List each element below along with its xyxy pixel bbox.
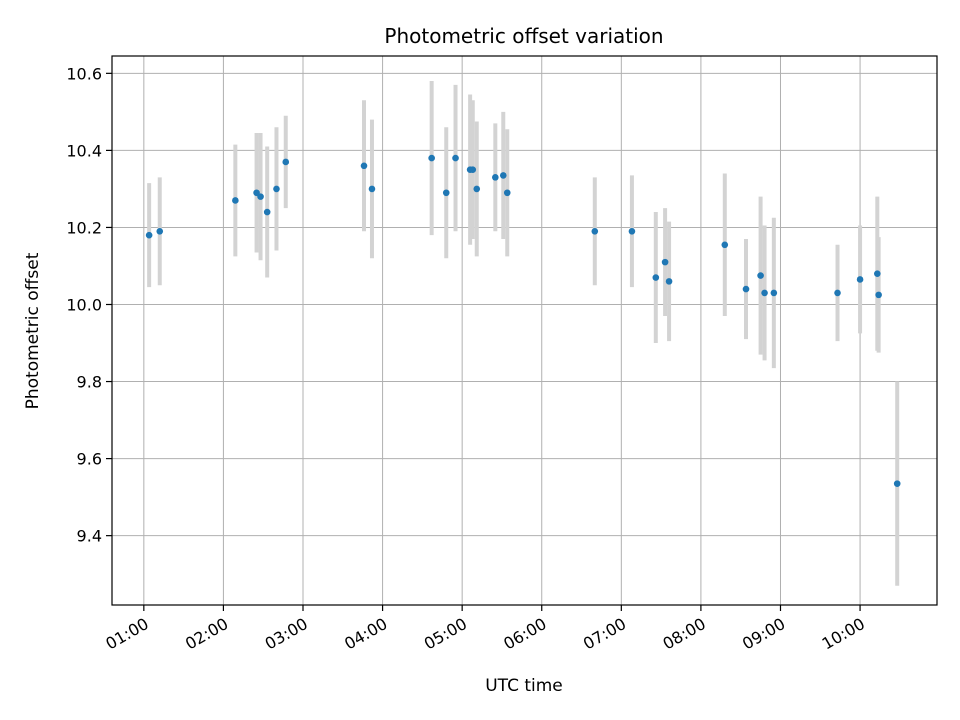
data-point [770, 289, 778, 297]
data-point [757, 272, 764, 279]
data-point [742, 285, 750, 293]
data-point [257, 193, 264, 200]
data-point [368, 185, 376, 193]
data-point [360, 162, 368, 170]
data-point [492, 174, 499, 181]
data-point [665, 278, 673, 285]
y-tick-label: 10.0 [66, 295, 102, 314]
data-point [856, 276, 864, 283]
y-tick-label: 10.4 [66, 141, 102, 160]
data-point [442, 189, 450, 197]
y-tick-label: 9.8 [77, 373, 102, 392]
data-point [263, 208, 271, 216]
data-point [834, 289, 841, 297]
data-point [499, 172, 507, 179]
chart-title: Photometric offset variation [384, 24, 663, 48]
data-point [452, 154, 459, 162]
data-point [503, 189, 511, 197]
x-tick-label: 08:00 [659, 614, 708, 654]
data-point [875, 291, 882, 299]
y-tick-label: 10.2 [66, 218, 102, 237]
data-point [761, 289, 768, 297]
data-points [145, 154, 901, 487]
plot-frame [111, 55, 938, 606]
x-tick-label: 09:00 [739, 614, 788, 654]
y-axis-ticks: 9.4 9.6 9.8 10.0 10.2 10.4 10.6 [66, 64, 112, 546]
y-tick-label: 10.6 [66, 64, 102, 83]
x-tick-label: 07:00 [580, 614, 629, 654]
data-point [628, 227, 636, 235]
data-point [652, 274, 660, 281]
data-point [428, 154, 435, 162]
data-point [661, 258, 669, 266]
data-point [473, 185, 481, 193]
data-point [232, 197, 239, 204]
x-tick-label: 05:00 [421, 614, 470, 654]
x-tick-label: 01:00 [102, 614, 151, 654]
x-tick-label: 02:00 [182, 614, 231, 654]
data-point [469, 166, 477, 173]
data-point [721, 241, 729, 249]
y-axis-label: Photometric offset [23, 252, 43, 409]
data-point [874, 270, 881, 277]
y-tick-label: 9.6 [77, 450, 102, 469]
data-point [156, 227, 164, 235]
x-tick-label: 03:00 [262, 614, 311, 654]
data-point [893, 480, 901, 487]
data-point [273, 185, 280, 193]
data-point [282, 158, 290, 166]
grid [112, 56, 937, 605]
data-point [591, 227, 599, 235]
data-point [145, 231, 153, 239]
error-bars [147, 81, 900, 586]
x-axis-ticks: 01:00 02:00 03:00 04:00 05:00 06:00 07:00 08:00… [102, 605, 868, 654]
y-tick-label: 9.4 [77, 527, 102, 546]
x-axis-label: UTC time [485, 676, 563, 696]
x-tick-label: 06:00 [500, 614, 549, 654]
x-tick-label: 04:00 [341, 614, 390, 654]
x-tick-label: 10:00 [819, 614, 868, 654]
